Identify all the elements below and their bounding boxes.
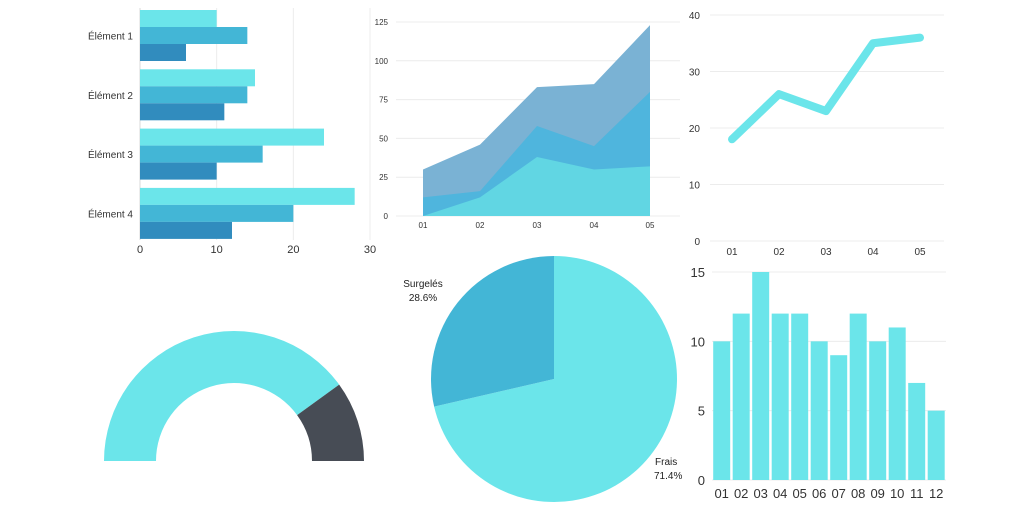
- vbar-x-tick-label: 03: [753, 486, 767, 501]
- hbar-bar: [140, 187, 355, 205]
- vbar-x-tick-label: 01: [714, 486, 728, 501]
- hbar-category-label: Élément 3: [88, 148, 133, 161]
- vbar-x-tick-label: 09: [870, 486, 884, 501]
- hbar-bar: [140, 128, 324, 146]
- hbar-bar: [140, 10, 217, 27]
- area-x-tick-label: 03: [533, 221, 542, 230]
- stacked-area-chart: 0 25 50 75 100 125 01 02 03 04 05: [375, 18, 680, 230]
- hbar-bar: [140, 44, 186, 61]
- area-y-tick-label: 25: [379, 173, 388, 182]
- vbar-x-tick-label: 05: [792, 486, 806, 501]
- area-y-tick-label: 125: [375, 18, 389, 27]
- vbar-bar: [732, 313, 750, 480]
- vbar-bar: [810, 341, 828, 480]
- gauge-segment: [297, 384, 364, 461]
- vbar-x-tick-label: 10: [890, 486, 904, 501]
- vbar-bar: [713, 341, 731, 480]
- hbar-bar: [140, 204, 294, 222]
- hbar-x-tick-label: 0: [137, 244, 143, 256]
- line-y-tick-label: 30: [689, 68, 701, 79]
- vbar-x-tick-label: 04: [773, 486, 787, 501]
- hbar-x-tick-label: 30: [364, 244, 376, 256]
- pie-slice-label: Surgelés: [403, 279, 442, 290]
- pie-chart: Frais 71.4% Surgelés 28.6%: [403, 256, 682, 502]
- area-x-tick-label: 02: [476, 221, 485, 230]
- hbar-bar: [140, 221, 232, 239]
- vbar-y-tick-label: 0: [698, 473, 705, 488]
- line-y-tick-label: 0: [694, 237, 700, 248]
- line-series: [728, 33, 924, 144]
- vbar-y-tick-label: 10: [691, 334, 705, 349]
- pie-slice: [431, 256, 554, 407]
- hbar-category-label: Élément 2: [88, 89, 133, 102]
- horizontal-bar-chart: 0 10 20 30 Élément 1 Élément 2 Élément 3 Élémen…: [88, 8, 376, 256]
- area-series: [423, 157, 650, 216]
- hbar-bar: [140, 69, 255, 87]
- pie-slice-percent: 71.4%: [654, 471, 682, 482]
- line-x-tick-label: 03: [820, 247, 832, 258]
- gauge-segment: [104, 331, 340, 461]
- vbar-y-tick-label: 15: [691, 265, 705, 280]
- area-x-tick-label: 05: [646, 221, 655, 230]
- area-y-tick-label: 0: [384, 212, 389, 221]
- vbar-y-tick-label: 5: [698, 404, 705, 419]
- line-y-tick-label: 10: [689, 181, 701, 192]
- area-x-tick-label: 01: [419, 221, 428, 230]
- line-y-tick-label: 20: [689, 124, 701, 135]
- vbar-x-tick-label: 12: [929, 486, 943, 501]
- vbar-bar: [752, 272, 770, 480]
- vbar-x-tick-label: 08: [851, 486, 865, 501]
- line-x-tick-label: 02: [773, 247, 785, 258]
- area-y-tick-label: 75: [379, 96, 388, 105]
- area-x-tick-label: 04: [590, 221, 599, 230]
- hbar-bar: [140, 86, 248, 104]
- area-y-tick-label: 100: [375, 57, 389, 66]
- vbar-x-tick-label: 02: [734, 486, 748, 501]
- vbar-bar: [908, 382, 926, 480]
- vbar-bar: [869, 341, 887, 480]
- hbar-x-tick-label: 20: [287, 244, 299, 256]
- vbar-bar: [830, 355, 848, 480]
- pie-slice-percent: 28.6%: [409, 293, 437, 304]
- vbar-x-tick-label: 11: [910, 486, 924, 501]
- area-y-tick-label: 50: [379, 134, 388, 143]
- line-chart: 0 10 20 30 40 01 02 03 04 05: [689, 11, 944, 258]
- line-x-tick-label: 04: [867, 247, 879, 258]
- hbar-bar: [140, 162, 217, 180]
- line-x-tick-label: 01: [726, 247, 738, 258]
- hbar-category-label: Élément 1: [88, 30, 133, 43]
- hbar-category-label: Élément 4: [88, 207, 133, 220]
- vbar-x-tick-label: 06: [812, 486, 826, 501]
- line-x-tick-label: 05: [914, 247, 926, 258]
- hbar-bar: [140, 145, 263, 163]
- vbar-bar: [791, 313, 809, 480]
- vbar-bar: [849, 313, 867, 480]
- line-y-tick-label: 40: [689, 11, 701, 22]
- half-donut-chart: [104, 331, 364, 461]
- vbar-bar: [771, 313, 789, 480]
- hbar-bar: [140, 103, 225, 121]
- vbar-x-tick-label: 07: [831, 486, 845, 501]
- pie-slice-label: Frais: [655, 457, 677, 468]
- pie-slice: [434, 256, 678, 502]
- hbar-bar: [140, 27, 248, 44]
- vbar-bar: [888, 327, 906, 480]
- vbar-bar: [927, 410, 945, 480]
- hbar-x-tick-label: 10: [211, 244, 223, 256]
